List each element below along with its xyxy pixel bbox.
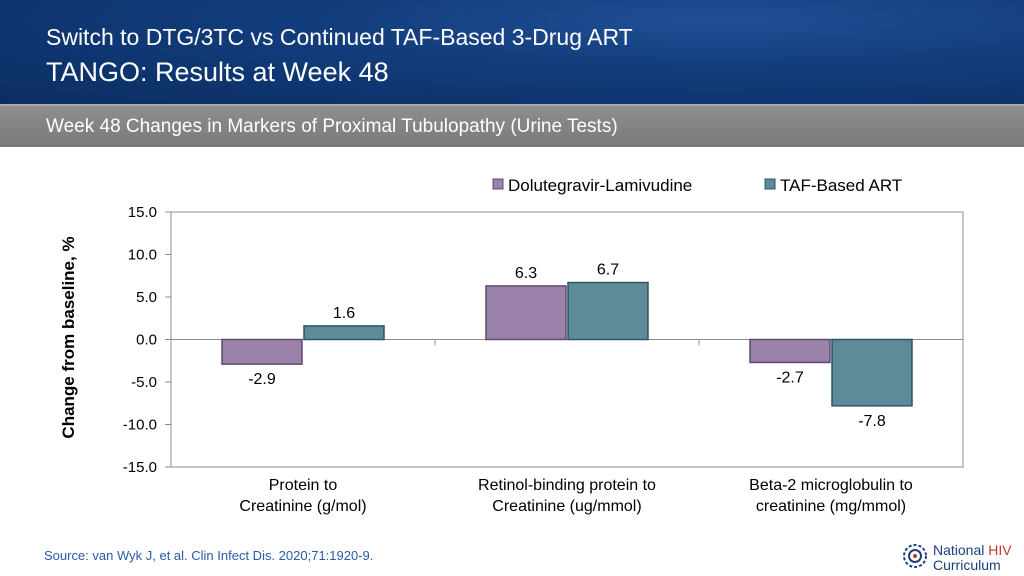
data-label: -2.9 — [248, 371, 276, 388]
y-tick-label: 5.0 — [136, 289, 157, 306]
bar-chart: 15.0 10.0 5.0 0.0 -5.0 -10.0 -15.0 Change from … — [59, 176, 964, 515]
bar-dtg-3tc — [485, 285, 567, 341]
data-label: 1.6 — [333, 305, 355, 322]
y-tick-label: 0.0 — [136, 332, 157, 349]
category-label: Beta-2 microglobulin to — [749, 477, 913, 494]
bar-dtg-3tc — [221, 338, 303, 365]
slide-title: Switch to DTG/3TC vs Continued TAF-Based… — [46, 24, 633, 50]
logo-text-line2: Curriculum — [933, 557, 1001, 573]
section-bar: Week 48 Changes in Markers of Proximal T… — [0, 104, 1024, 147]
data-label: 6.3 — [515, 265, 537, 282]
y-axis-title: Change from baseline, % — [59, 236, 78, 438]
bar-taf-art — [831, 338, 913, 407]
legend-label: Dolutegravir-Lamivudine — [508, 176, 692, 195]
category-label: Protein to — [269, 477, 338, 494]
data-label: 6.7 — [597, 262, 619, 279]
title-banner: Switch to DTG/3TC vs Continued TAF-Based… — [0, 0, 1024, 104]
bar-dtg-3tc — [749, 338, 831, 364]
source-citation: Source: van Wyk J, et al. Clin Infect Di… — [44, 548, 374, 563]
y-tick-label: 15.0 — [128, 204, 157, 221]
bar-taf-art — [567, 281, 649, 341]
legend-label: TAF-Based ART — [780, 176, 902, 195]
y-tick-label: -10.0 — [123, 417, 157, 434]
section-title: Week 48 Changes in Markers of Proximal T… — [46, 116, 618, 137]
y-tick-label: -15.0 — [123, 459, 157, 476]
y-tick-label: -5.0 — [131, 374, 157, 391]
category-label: Creatinine (g/mol) — [239, 498, 366, 515]
y-tick-label: 10.0 — [128, 247, 157, 264]
legend-swatch — [492, 178, 504, 190]
national-hiv-curriculum-logo: National HIV Curriculum — [902, 541, 1020, 573]
category-label: Retinol-binding protein to — [478, 477, 656, 494]
category-label: Creatinine (ug/mmol) — [492, 498, 641, 515]
bar-taf-art — [303, 325, 385, 341]
category-label: creatinine (mg/mmol) — [756, 498, 906, 515]
logo-seal-icon — [903, 544, 927, 568]
data-label: -7.8 — [858, 413, 886, 430]
slide-subtitle: TANGO: Results at Week 48 — [46, 57, 389, 87]
data-label: -2.7 — [776, 369, 804, 386]
logo-text-line1: National HIV — [933, 542, 1012, 558]
legend-swatch — [764, 178, 776, 190]
